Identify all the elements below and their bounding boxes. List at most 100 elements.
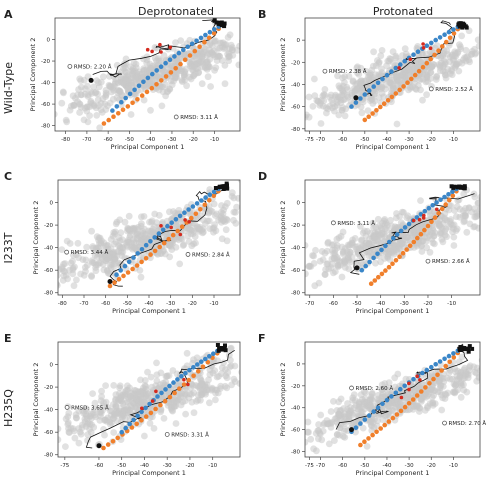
orange-path-point [130, 266, 135, 272]
blue-path-point [398, 386, 403, 392]
orange-path-point [168, 70, 174, 75]
sample-point [153, 371, 161, 379]
sample-point [357, 408, 365, 416]
orange-path-point [170, 232, 176, 238]
orange-path-point [191, 373, 196, 379]
sample-point [75, 439, 83, 447]
red-marker [150, 399, 155, 403]
x-tick-label: -10 [447, 301, 456, 307]
y-tick-label: -20 [44, 385, 53, 391]
y-tick-label: -60 [291, 268, 300, 274]
annotation-marker [64, 249, 70, 255]
blue-path-point [437, 359, 443, 364]
sample-point [84, 82, 91, 90]
blue-path-point [176, 50, 182, 56]
sample-point [42, 95, 49, 102]
y-tick-label: -40 [291, 246, 300, 252]
sample-point [90, 83, 98, 91]
sample-point [450, 233, 458, 241]
sample-point [206, 50, 213, 58]
sample-point [40, 421, 47, 428]
plot-area [39, 18, 253, 131]
blue-path-point [402, 225, 408, 230]
orange-path-point [163, 74, 169, 79]
sample-point [70, 282, 78, 290]
red-marker [407, 387, 411, 392]
sample-point [338, 273, 346, 281]
sample-point [187, 384, 194, 392]
orange-path-point [393, 91, 399, 96]
sample-point [372, 223, 380, 231]
blue-path-point [132, 87, 137, 93]
sample-point [205, 376, 212, 384]
plot-frame [304, 179, 481, 296]
panel-A: A -80 -70 -60 -50 -40 -30 -20 -10 -80 -60 -40 -20 0 Pr… [4, 8, 253, 151]
sample-point [308, 346, 315, 353]
rmsd-annotation: RMSD: 3.31 Å [171, 431, 209, 438]
start-marker [96, 443, 102, 449]
blue-path-point [414, 215, 420, 220]
orange-path-point [404, 247, 410, 252]
blue-path-point [212, 27, 217, 32]
endpoint-marker [466, 349, 471, 354]
sample-point [341, 420, 349, 427]
sample-point [345, 73, 353, 80]
sample-point [393, 120, 401, 128]
sample-point [492, 202, 499, 209]
sample-point [403, 234, 411, 241]
red-marker [158, 42, 162, 47]
sample-point [257, 284, 264, 291]
orange-path-point [175, 228, 180, 234]
sample-point [121, 218, 129, 226]
sample-point [246, 48, 253, 55]
sample-point [235, 194, 240, 202]
row-title-wild-type: Wild-Type [2, 62, 15, 114]
sample-point [147, 373, 155, 381]
blue-path-point [131, 255, 136, 260]
sample-point [429, 401, 437, 409]
sample-point [416, 404, 423, 411]
sample-point [252, 196, 259, 203]
orange-path-point [431, 376, 436, 382]
blue-path-point [411, 52, 416, 57]
sample-point [479, 367, 480, 371]
sample-point [63, 237, 71, 245]
orange-path-point [157, 244, 162, 250]
sample-point [241, 378, 248, 385]
orange-path-point [427, 381, 432, 386]
sample-point [480, 192, 487, 199]
sample-point [482, 39, 489, 46]
sample-point [39, 111, 46, 118]
sample-point [326, 419, 334, 427]
orange-path-point [368, 281, 374, 287]
sample-point [252, 212, 259, 219]
blue-path-point [185, 44, 190, 50]
sample-point [490, 365, 497, 372]
sample-point [163, 372, 171, 380]
orange-path-point [181, 382, 187, 387]
sample-point [488, 362, 495, 369]
orange-path-point [439, 368, 444, 373]
sample-point [108, 419, 115, 427]
orange-path-point [435, 372, 440, 378]
sample-point [16, 430, 23, 437]
y-axis-label: Principal Component 2 [279, 363, 287, 437]
sample-point [141, 377, 149, 384]
sample-point [254, 372, 261, 379]
sample-point [206, 399, 213, 407]
sample-point [94, 244, 102, 252]
sample-point [122, 59, 130, 67]
orange-path-point [390, 415, 396, 421]
sample-point [151, 223, 158, 231]
blue-path-point [159, 390, 164, 396]
sample-point [102, 398, 110, 406]
blue-path-point [145, 75, 151, 81]
blue-path-point [139, 409, 144, 415]
sample-point [260, 199, 267, 206]
sample-point [73, 276, 80, 284]
orange-path-point [447, 359, 453, 365]
start-marker [354, 265, 360, 271]
sample-point [392, 54, 400, 61]
orange-path-point [101, 121, 107, 126]
sample-point [103, 257, 110, 264]
